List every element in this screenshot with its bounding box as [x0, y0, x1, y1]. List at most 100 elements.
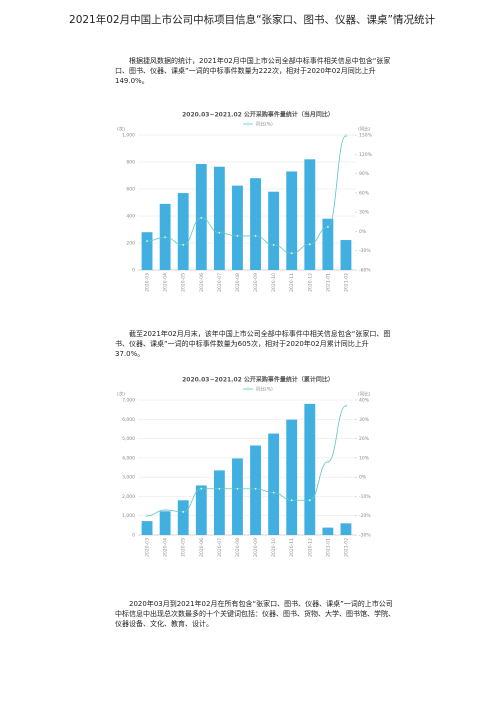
chart: 2020.03~2021.02 公开采购事件量统计（当月同比） (次) (同比) 0 2…	[117, 111, 373, 292]
x-tick-label: 2020-11	[289, 273, 295, 292]
x-tick-label: 2020-07	[217, 273, 223, 292]
bar	[159, 511, 171, 535]
y-tick-label: 1,000	[122, 513, 135, 519]
line	[147, 135, 347, 254]
x-tick-label: 2020-06	[199, 538, 205, 557]
line-point	[200, 216, 203, 220]
line-point	[290, 252, 293, 255]
y2-tick-label: 30%	[359, 210, 370, 216]
line-point	[272, 243, 275, 247]
y-tick-label: 7,000	[122, 398, 135, 404]
bar	[195, 485, 207, 535]
line-point	[344, 404, 348, 408]
y-tick-label: 2,000	[122, 494, 135, 500]
bar	[322, 218, 334, 270]
bar	[141, 232, 153, 270]
legend-marker	[246, 387, 250, 391]
x-tick-label: 2020-09	[253, 538, 259, 557]
y-tick-label: 600	[126, 187, 135, 193]
bar	[286, 419, 298, 535]
line-point	[308, 243, 312, 246]
line	[147, 405, 347, 517]
line-point	[163, 235, 167, 239]
legend-label: 同比(%)	[256, 386, 273, 393]
x-tick-label: 2020-04	[163, 538, 169, 557]
line-point	[145, 514, 149, 517]
bar	[286, 171, 298, 270]
y2-axis-label: (同比)	[358, 126, 371, 133]
line-point	[290, 499, 293, 502]
x-tick-label: 2020-09	[253, 273, 259, 292]
line-point	[326, 225, 330, 229]
y2-tick-label: -60%	[359, 268, 371, 274]
line-point	[326, 460, 330, 463]
y2-tick-label: 90%	[359, 171, 370, 177]
x-tick-label: 2020-12	[307, 273, 313, 292]
bar	[232, 185, 243, 270]
y2-tick-label: 150%	[359, 133, 373, 139]
line-point	[254, 234, 257, 238]
legend-label: 同比(%)	[256, 121, 273, 128]
bar	[250, 445, 261, 535]
y2-tick-label: 10%	[359, 455, 370, 461]
line-point	[272, 491, 275, 494]
legend-marker	[246, 122, 250, 126]
y2-tick-label: 60%	[359, 190, 370, 196]
x-tick-label: 2020-11	[289, 538, 295, 557]
bar	[304, 159, 316, 270]
y2-tick-label: 0%	[359, 229, 367, 235]
bar	[232, 458, 243, 535]
line-point	[236, 487, 239, 490]
line-point	[181, 243, 185, 247]
x-tick-label: 2020-03	[145, 538, 151, 557]
y-tick-label: 400	[126, 214, 135, 220]
x-tick-label: 2020-05	[181, 273, 187, 292]
x-tick-label: 2020-10	[271, 273, 277, 292]
y-tick-label: 200	[126, 241, 135, 247]
bar	[304, 403, 316, 535]
y-tick-label: 0	[132, 268, 135, 274]
x-tick-label: 2020-07	[217, 538, 223, 557]
y-tick-label: 5,000	[122, 436, 135, 442]
x-tick-label: 2020-05	[181, 538, 187, 557]
chart: 2020.03~2021.02 公开采购事件量统计（累计同比） (次) (同比) 0 1…	[117, 376, 371, 557]
y-tick-label: 0	[132, 533, 135, 539]
bar	[340, 523, 352, 535]
bar	[213, 166, 225, 270]
bar	[177, 193, 189, 270]
y2-tick-label: -30%	[359, 533, 371, 539]
bar	[213, 470, 225, 535]
line-point	[344, 134, 348, 137]
y2-tick-label: -10%	[359, 494, 371, 500]
line-point	[218, 487, 221, 490]
bar	[141, 521, 153, 535]
x-tick-label: 2020-06	[199, 273, 205, 292]
chart-title: 2020.03~2021.02 公开采购事件量统计（当月同比）	[182, 111, 334, 119]
bar	[250, 178, 261, 270]
y-axis-label: (次)	[117, 391, 125, 398]
bar	[340, 240, 352, 270]
x-tick-label: 2020-03	[145, 273, 151, 292]
line-point	[254, 487, 257, 490]
paragraph: 2020年03月到2021年02月在所有包含“张家口、图书、仪器、课桌”一词的上…	[115, 600, 395, 628]
y2-tick-label: 0%	[359, 475, 367, 481]
y2-axis-label: (同比)	[358, 391, 371, 398]
y-tick-label: 4,000	[122, 455, 135, 461]
bar	[268, 191, 280, 270]
x-tick-label: 2020-04	[163, 273, 169, 292]
y2-tick-label: 120%	[359, 152, 373, 158]
chart-title: 2020.03~2021.02 公开采购事件量统计（累计同比）	[182, 376, 334, 384]
bar	[177, 500, 189, 535]
x-tick-label: 2020-10	[271, 538, 277, 557]
x-tick-label: 2020-08	[235, 273, 241, 292]
x-tick-label: 2021-02	[343, 273, 349, 292]
paragraph: 根据捷风数据的统计，2021年02月中国上市公司全部中标事件相关信息中包含“张家…	[115, 57, 391, 85]
y-tick-label: 6,000	[122, 417, 135, 423]
y2-tick-label: 20%	[359, 436, 370, 442]
y-axis-label: (次)	[117, 126, 125, 133]
y-tick-label: 800	[126, 160, 135, 166]
line-point	[163, 508, 167, 512]
y2-tick-label: -20%	[359, 513, 371, 519]
bar	[268, 433, 280, 535]
x-tick-label: 2021-01	[325, 273, 331, 292]
